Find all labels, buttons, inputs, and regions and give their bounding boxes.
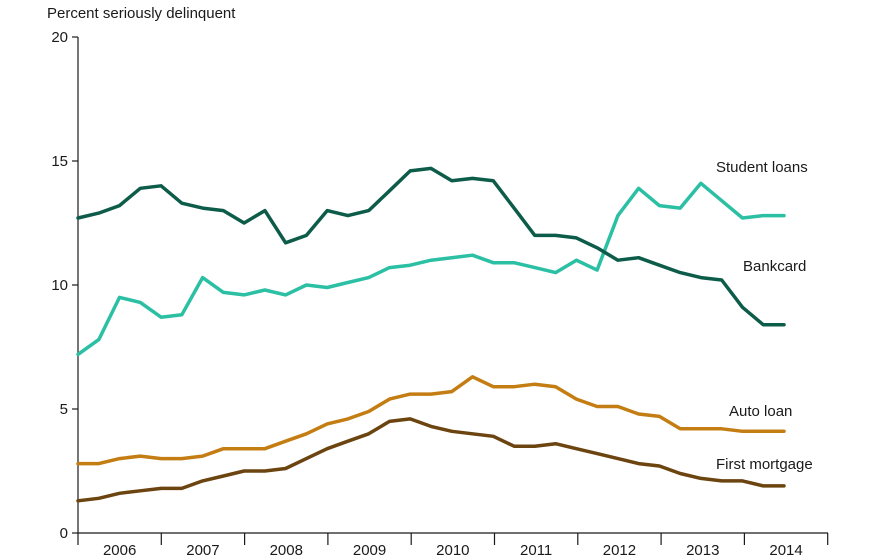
x-tick-label: 2012 — [603, 542, 636, 559]
series-line-first-mortgage — [76, 417, 786, 503]
x-tick-label: 2009 — [353, 542, 386, 559]
y-tick-label: 5 — [60, 401, 68, 418]
x-tick-label: 2011 — [520, 542, 552, 559]
y-tick-label: 10 — [51, 277, 68, 294]
y-axis-title: Percent seriously delinquent — [47, 5, 236, 22]
series-label-student-loans: Student loans — [716, 159, 808, 176]
series-line-bankcard — [76, 166, 786, 327]
x-tick-label: 2014 — [769, 542, 802, 559]
series-label-bankcard: Bankcard — [743, 258, 806, 275]
series-line-auto-loan — [76, 375, 786, 466]
y-tick-label: 0 — [60, 525, 68, 542]
series-label-first-mortgage: First mortgage — [716, 456, 813, 473]
x-tick-label: 2006 — [103, 542, 136, 559]
y-tick-label: 20 — [51, 29, 68, 46]
x-tick-label: 2007 — [186, 542, 219, 559]
series-lines — [76, 166, 786, 503]
x-axis: 2006 2007 2008 2009 2010 2011 2012 2013 2014 — [77, 532, 829, 559]
x-tick-label: 2010 — [436, 542, 469, 559]
series-line-student-loans — [76, 181, 786, 357]
series-labels: Student loans Bankcard Auto loan First mort… — [716, 159, 813, 473]
y-axis: 0 5 10 15 20 — [51, 29, 79, 542]
x-tick-label: 2013 — [686, 542, 719, 559]
series-label-auto-loan: Auto loan — [729, 403, 792, 420]
y-tick-label: 15 — [51, 153, 68, 170]
x-tick-label: 2008 — [270, 542, 303, 559]
